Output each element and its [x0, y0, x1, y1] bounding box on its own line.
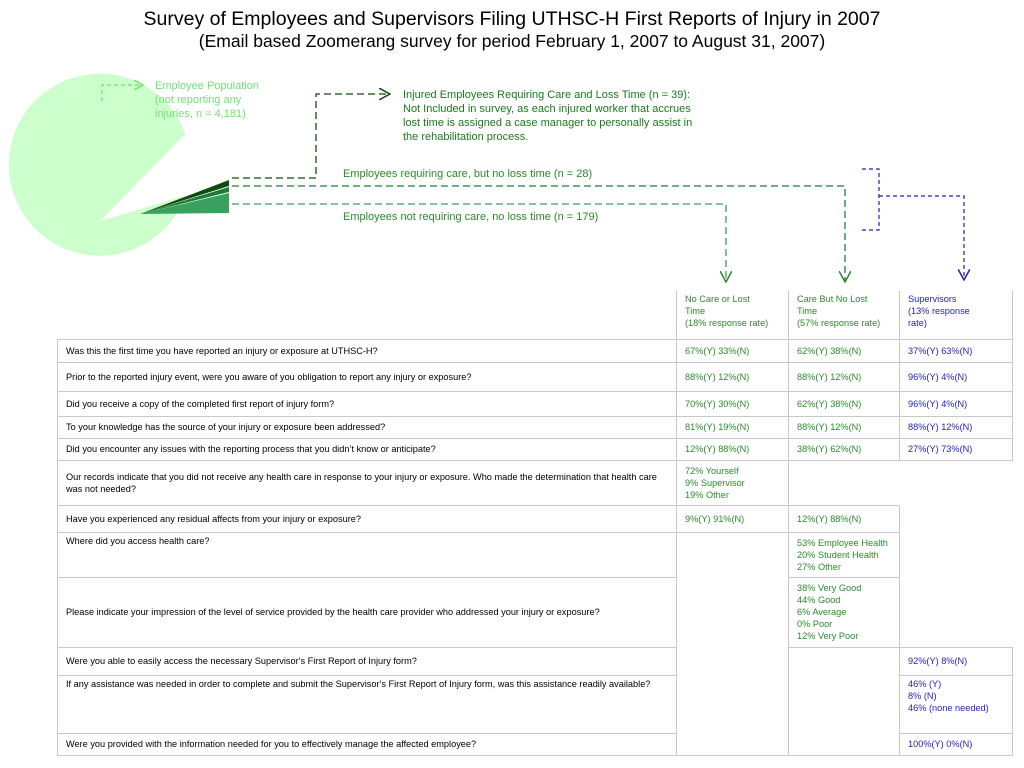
- question-cell: If any assistance was needed in order to…: [57, 674, 677, 734]
- question-cell: Were you able to easily access the neces…: [57, 646, 677, 676]
- question-cell: Where did you access health care?: [57, 531, 677, 578]
- no-care-note: Employees not requiring care, no loss ti…: [343, 211, 599, 223]
- header-no-care: No Care or Lost Time (18% response rate): [676, 291, 789, 340]
- supervisor-cell: 96%(Y) 4%(N): [899, 390, 1013, 417]
- care-no-loss-cell: 53% Employee Health 20% Student Health 2…: [788, 531, 900, 578]
- population-note: Employee Population (not reporting any i…: [155, 80, 259, 120]
- question-cell: Our records indicate that you did not re…: [57, 459, 677, 506]
- question-cell: Were you provided with the information n…: [57, 732, 677, 756]
- table-row: Please indicate your impression of the l…: [57, 576, 1013, 648]
- no-care-cell: 12%(Y) 88%(N): [676, 437, 789, 461]
- population-diagram: [8, 73, 1024, 300]
- no-care-cell: 72% Yourself 9% Supervisor 19% Other: [676, 459, 789, 506]
- page-subtitle: (Email based Zoomerang survey for period…: [198, 31, 826, 51]
- care-no-loss-cell: 12%(Y) 88%(N): [788, 504, 900, 533]
- supervisor-cell: 100%(Y) 0%(N): [899, 732, 1013, 756]
- supervisor-cell: 27%(Y) 73%(N): [899, 437, 1013, 461]
- population-arrow: [101, 85, 143, 101]
- table-row: Were you able to easily access the neces…: [57, 646, 1013, 676]
- table-row: Where did you access health care? 53% Em…: [57, 531, 1013, 578]
- table-row: Our records indicate that you did not re…: [57, 459, 1013, 506]
- population-slice: [8, 73, 186, 256]
- header-care-no-loss: Care But No Lost Time (57% response rate…: [788, 291, 900, 340]
- question-cell: Was this the first time you have reporte…: [57, 338, 677, 363]
- question-cell: Prior to the reported injury event, were…: [57, 361, 677, 392]
- question-cell: Please indicate your impression of the l…: [57, 576, 677, 648]
- lost-time-arrow: [232, 94, 390, 179]
- lost-time-slice: [140, 180, 229, 214]
- no-care-cell: 9%(Y) 91%(N): [676, 504, 789, 533]
- supervisor-cell: 96%(Y) 4%(N): [899, 361, 1013, 392]
- supervisor-cell: 92%(Y) 8%(N): [899, 646, 1013, 676]
- care-no-loss-cell: 38%(Y) 62%(N): [788, 437, 900, 461]
- care-no-loss-arrow: [232, 185, 845, 282]
- no-care-cell: 67%(Y) 33%(N): [676, 338, 789, 363]
- care-no-loss-note: Employees requiring care, but no loss ti…: [343, 168, 593, 180]
- header-supervisors: Supervisors (13% response rate): [899, 291, 1013, 340]
- table-row: If any assistance was needed in order to…: [57, 674, 1013, 734]
- care-no-loss-slice: [140, 187, 229, 214]
- care-no-loss-cell: 88%(Y) 12%(N): [788, 415, 900, 439]
- question-cell: Did you receive a copy of the completed …: [57, 390, 677, 417]
- table-row: Prior to the reported injury event, were…: [57, 361, 1013, 392]
- table-header-row: No Care or Lost Time (18% response rate)…: [58, 291, 1013, 340]
- supervisor-cell: 88%(Y) 12%(N): [899, 415, 1013, 439]
- no-care-cell: 70%(Y) 30%(N): [676, 390, 789, 417]
- question-cell: Did you encounter any issues with the re…: [57, 437, 677, 461]
- survey-table: No Care or Lost Time (18% response rate)…: [57, 291, 1013, 756]
- no-care-cell: 88%(Y) 12%(N): [676, 361, 789, 392]
- care-no-loss-cell: 62%(Y) 38%(N): [788, 338, 900, 363]
- care-no-loss-cell: 62%(Y) 38%(N): [788, 390, 900, 417]
- table-row: To your knowledge has the source of your…: [57, 415, 1013, 439]
- table-row: Did you receive a copy of the completed …: [57, 390, 1013, 417]
- question-cell: Have you experienced any residual affect…: [57, 504, 677, 533]
- page-title: Survey of Employees and Supervisors Fili…: [143, 8, 881, 30]
- care-no-loss-cell: 38% Very Good 44% Good 6% Average 0% Poo…: [788, 576, 900, 648]
- no-care-slice: [140, 193, 229, 214]
- supervisor-cell: 46% (Y) 8% (N) 46% (none needed): [899, 674, 1013, 734]
- no-care-cell: 81%(Y) 19%(N): [676, 415, 789, 439]
- table-row: Did you encounter any issues with the re…: [57, 437, 1013, 461]
- question-cell: To your knowledge has the source of your…: [57, 415, 677, 439]
- supervisor-cell: 37%(Y) 63%(N): [899, 338, 1013, 363]
- table-row: Was this the first time you have reporte…: [57, 338, 1013, 363]
- no-care-arrow: [232, 203, 726, 282]
- lost-time-note: Injured Employees Requiring Care and Los…: [403, 89, 693, 143]
- care-no-loss-cell: 88%(Y) 12%(N): [788, 361, 900, 392]
- table-row: Have you experienced any residual affect…: [57, 504, 1013, 533]
- supervisor-bracket: [862, 168, 880, 231]
- supervisor-arrow: [879, 195, 964, 280]
- table-row: Were you provided with the information n…: [57, 732, 1013, 756]
